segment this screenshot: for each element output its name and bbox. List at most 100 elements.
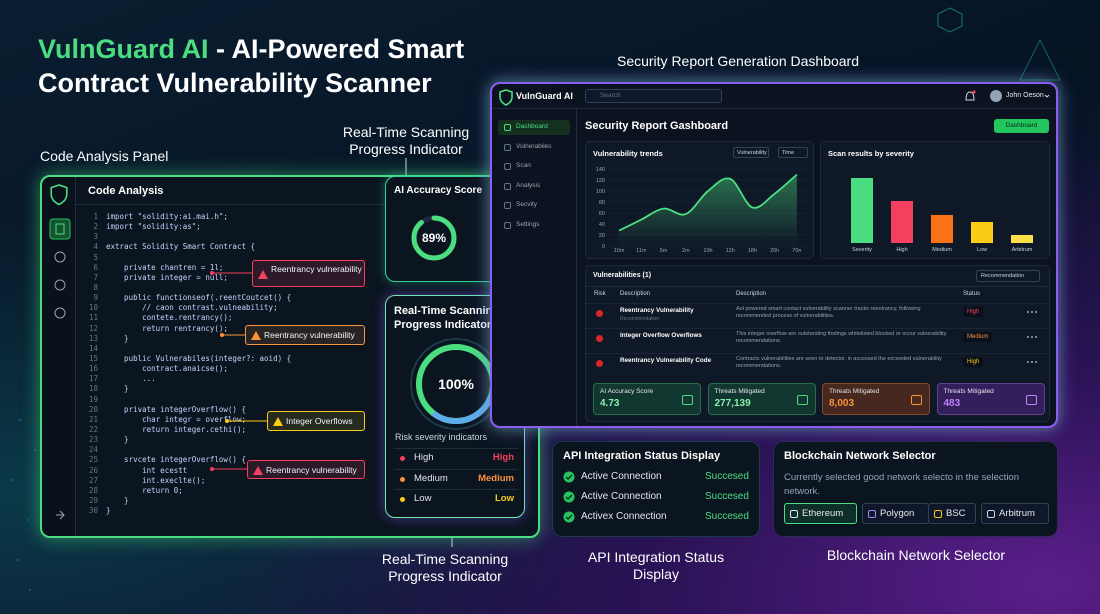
graphic: [253, 465, 263, 475]
network-button[interactable]: Arbitrum: [981, 503, 1049, 524]
x-tick-label: Severity: [852, 247, 872, 253]
network-button[interactable]: Polygon: [862, 503, 929, 524]
nav-label: Analysis: [516, 181, 541, 189]
filter-dropdown[interactable]: Vulnerability: [733, 147, 769, 158]
vuln-note: Recommendation: [620, 316, 660, 322]
line-number: 22: [88, 424, 98, 434]
stat-card: AI Accuracy Score 4.73: [593, 383, 701, 415]
nav-item[interactable]: Secvity: [498, 198, 570, 213]
warning-icon: [273, 417, 283, 426]
y-tick-label: 80: [599, 200, 605, 206]
annotation-text: Reentrancy vulnerability: [264, 330, 355, 340]
nav-item[interactable]: Settings: [498, 218, 570, 233]
graphic: [1027, 311, 1037, 313]
line-number: 21: [88, 414, 98, 424]
nav-icon: [504, 202, 511, 209]
decoration: [1019, 38, 1061, 81]
line-number: 11: [88, 313, 98, 323]
nav-item[interactable]: Vulnerabiles: [498, 140, 570, 155]
user-name: John Oeson: [1006, 92, 1044, 99]
line-number: 2: [93, 222, 98, 232]
line-number: 4: [93, 242, 98, 252]
section-title: Risk severity indicators: [395, 432, 488, 442]
network-icon: [987, 510, 995, 518]
api-panel: API Integration Status Display Active Con…: [552, 441, 760, 537]
nav-active: [49, 218, 71, 240]
code-line: char integr = overflow;: [106, 414, 246, 424]
risk-icon: [596, 310, 603, 317]
more-dot: [1035, 336, 1037, 338]
nav-item[interactable]: Analysis: [498, 179, 570, 194]
callout-label: Blockchain Network Selector: [826, 547, 1006, 563]
row-divider: [586, 303, 1049, 304]
more-dot: [1035, 311, 1037, 313]
bar: [851, 178, 873, 243]
nav-icon: [54, 279, 66, 291]
code-line: }: [106, 495, 129, 505]
code-line: srvcete integerOverflow() {: [106, 455, 246, 465]
graphic: [1027, 361, 1037, 363]
filter-dropdown[interactable]: Recommendation: [976, 270, 1040, 282]
warning-icon: [253, 465, 263, 475]
score-label: 89%: [422, 231, 446, 245]
annotation-text: Integer Overflows: [286, 416, 353, 426]
network-icon: [868, 510, 876, 518]
code-line: // caon contrast.vulneability;: [106, 303, 278, 313]
graphic: [210, 271, 267, 471]
card-title: Real-Time Scanning Progress Indicator: [394, 305, 499, 331]
vuln-name: Reentrancy Vulnerability Code: [620, 357, 712, 364]
nav-icon: [55, 223, 65, 235]
line-number: 16: [88, 364, 98, 374]
nav-icon: [504, 221, 511, 229]
check-icon: [563, 471, 575, 483]
graphic: [251, 331, 261, 340]
connection-status: Succesed: [705, 491, 749, 502]
x-tick-label: 18h: [748, 248, 757, 254]
code-line: private chantren = 1l;: [106, 262, 224, 272]
sidebar: [492, 109, 577, 426]
line-number: 13: [88, 333, 98, 343]
nav-item[interactable]: Dashboard: [498, 120, 570, 135]
line-number: 7: [93, 272, 98, 282]
warning-icon: [251, 331, 261, 340]
nav-label: Dashboard: [516, 123, 548, 130]
network-button[interactable]: Ethereum: [784, 503, 857, 524]
nav-icon: [504, 163, 511, 170]
status-pill: High: [963, 307, 984, 317]
row-divider: [586, 353, 1049, 354]
line-number: 28: [88, 485, 98, 495]
stat-label: Threats Mitigated: [829, 388, 880, 395]
search-box[interactable]: Search: [585, 89, 722, 103]
callout-label: Code Analysis Panel: [40, 148, 169, 164]
chevron: [1044, 94, 1050, 98]
code-line: extract Solidity Smart Contract {: [106, 242, 256, 252]
line-number: 10: [88, 303, 98, 313]
search-placeholder: Search: [600, 92, 621, 99]
vuln-description: Contracts vulnerabilities are seen to de…: [736, 356, 942, 369]
network-button[interactable]: BSC: [928, 503, 976, 524]
nav-item[interactable]: Scan: [498, 159, 570, 174]
column-header: Description: [620, 291, 651, 297]
x-tick-label: Medium: [932, 247, 952, 253]
nav-icon: [504, 124, 511, 131]
stat-value: 277,139: [714, 398, 751, 409]
card-title: Vulnerabilities (1): [593, 272, 652, 279]
panel-title: Blockchain Network Selector: [784, 450, 936, 462]
space: [209, 34, 217, 64]
brand: VulnGuard AI: [516, 91, 573, 101]
filter-dropdown[interactable]: Time: [778, 147, 808, 158]
panel-title: API Integration Status Display: [563, 450, 721, 462]
network-panel: Blockchain Network Selector Currently sel…: [773, 441, 1058, 537]
x-tick-label: 2m: [682, 248, 690, 254]
annotation-text: Reentrancy vulnerability: [266, 465, 357, 475]
dashboard-button[interactable]: Dashboard: [994, 119, 1049, 133]
status-pill: High: [963, 357, 984, 367]
line-number: 27: [88, 475, 98, 485]
code-line: }: [106, 506, 111, 516]
annotation-dot: [225, 419, 229, 423]
graphic: [1027, 336, 1037, 338]
logo-icon: [50, 184, 68, 206]
y-tick-label: 20: [599, 233, 605, 239]
severity-value: Low: [495, 493, 514, 504]
